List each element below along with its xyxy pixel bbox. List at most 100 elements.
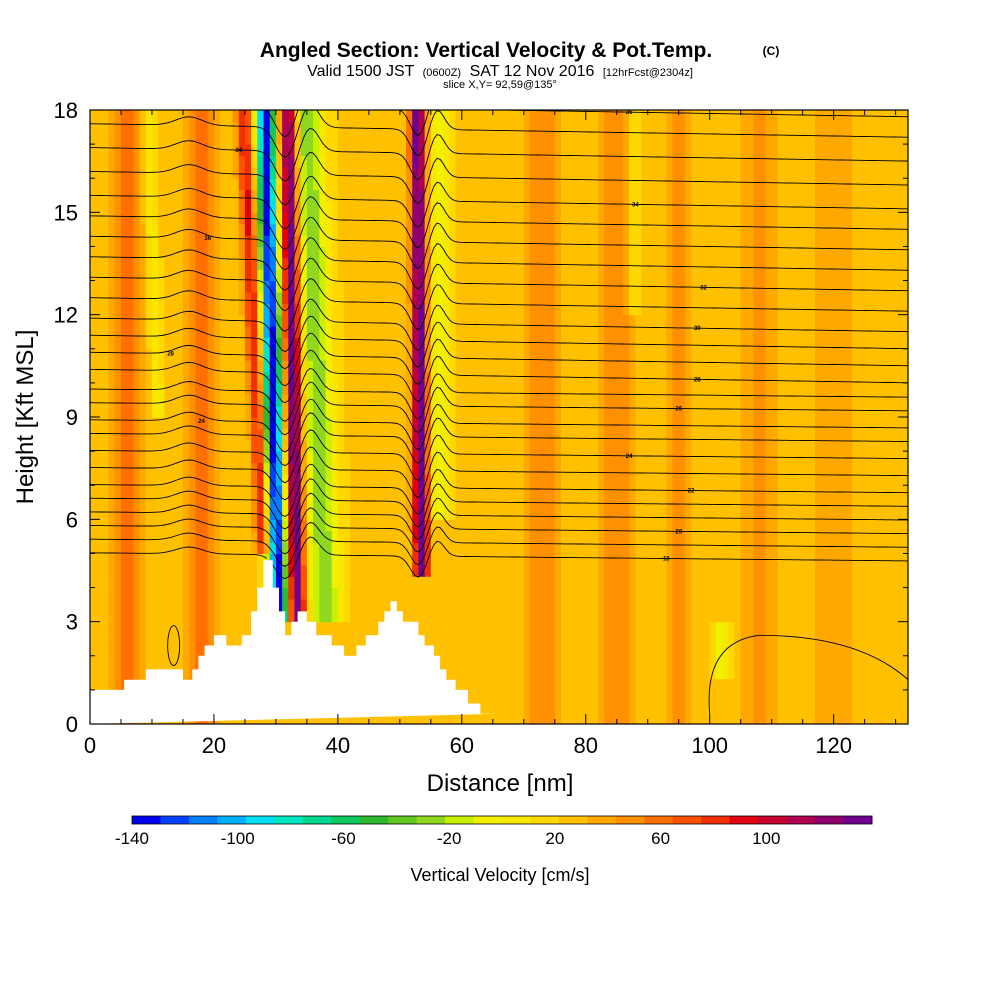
velocity-cell: [170, 394, 178, 407]
velocity-cell: [108, 371, 116, 384]
velocity-cell: [151, 519, 159, 532]
velocity-cell: [306, 473, 314, 486]
velocity-cell: [815, 496, 822, 509]
velocity-cell: [796, 462, 804, 475]
velocity-cell: [517, 701, 525, 714]
velocity-cell: [368, 542, 376, 555]
velocity-cell: [883, 689, 891, 702]
velocity-cell: [499, 633, 506, 646]
velocity-cell: [554, 394, 562, 407]
velocity-cell: [678, 587, 686, 600]
velocity-cell: [858, 314, 866, 327]
velocity-cell: [300, 598, 308, 611]
chart-title-tag: (C): [763, 44, 780, 58]
velocity-cell: [567, 564, 574, 577]
velocity-cell: [480, 507, 488, 520]
velocity-cell: [189, 314, 196, 327]
velocity-cell: [616, 519, 624, 532]
velocity-cell: [740, 394, 748, 407]
velocity-cell: [461, 587, 469, 600]
velocity-cell: [635, 701, 643, 714]
velocity-cell: [895, 644, 903, 657]
velocity-cell: [573, 712, 581, 724]
velocity-cell: [864, 326, 872, 339]
velocity-cell: [542, 348, 550, 361]
velocity-cell: [815, 598, 822, 611]
velocity-cell: [883, 712, 891, 724]
velocity-cell: [492, 576, 500, 589]
velocity-cell: [709, 542, 717, 555]
velocity-cell: [833, 621, 841, 634]
velocity-cell: [220, 291, 227, 304]
velocity-cell: [548, 689, 556, 702]
velocity-cell: [759, 314, 767, 327]
velocity-cell: [523, 371, 531, 384]
velocity-cell: [133, 496, 141, 509]
velocity-cell: [356, 337, 364, 350]
velocity-cell: [765, 564, 773, 577]
velocity-cell: [895, 360, 903, 373]
velocity-cell: [777, 360, 785, 373]
velocity-cell: [740, 371, 748, 384]
velocity-cell: [666, 667, 674, 680]
velocity-cell: [715, 678, 723, 691]
velocity-cell: [740, 587, 748, 600]
velocity-cell: [356, 326, 364, 339]
velocity-cell: [195, 291, 203, 304]
velocity-cell: [759, 655, 767, 668]
velocity-cell: [468, 462, 475, 475]
velocity-cell: [746, 587, 754, 600]
velocity-cell: [319, 473, 327, 486]
velocity-cell: [753, 712, 760, 724]
velocity-cell: [344, 496, 351, 509]
velocity-cell: [697, 598, 705, 611]
velocity-cell: [517, 576, 525, 589]
velocity-cell: [771, 689, 779, 702]
velocity-cell: [517, 462, 525, 475]
velocity-cell: [647, 371, 655, 384]
velocity-cell: [288, 610, 296, 623]
velocity-cell: [133, 564, 141, 577]
velocity-cell: [709, 314, 717, 327]
velocity-cell: [474, 496, 482, 509]
velocity-cell: [189, 291, 196, 304]
velocity-cell: [430, 519, 438, 532]
velocity-cell: [387, 530, 395, 543]
velocity-cell: [598, 485, 605, 498]
velocity-cell: [114, 371, 122, 384]
velocity-cell: [536, 610, 543, 623]
velocity-cell: [827, 337, 835, 350]
velocity-cell: [660, 644, 667, 657]
velocity-cell: [790, 462, 798, 475]
velocity-cell: [548, 371, 556, 384]
velocity-cell: [554, 485, 562, 498]
velocity-cell: [722, 712, 729, 724]
velocity-cell: [319, 712, 327, 724]
velocity-cell: [269, 314, 277, 327]
velocity-cell: [412, 451, 420, 464]
velocity-cell: [480, 360, 488, 373]
velocity-cell: [759, 530, 767, 543]
velocity-cell: [133, 451, 141, 464]
velocity-cell: [331, 326, 339, 339]
velocity-cell: [455, 485, 463, 498]
velocity-cell: [182, 473, 190, 486]
velocity-cell: [511, 485, 519, 498]
velocity-cell: [164, 337, 172, 350]
velocity-cell: [622, 644, 630, 657]
velocity-cell: [213, 462, 221, 475]
velocity-cell: [213, 496, 221, 509]
velocity-cell: [226, 326, 234, 339]
velocity-cell: [821, 439, 829, 452]
velocity-cell: [381, 564, 389, 577]
velocity-cell: [127, 496, 134, 509]
velocity-cell: [213, 394, 221, 407]
velocity-cell: [684, 314, 692, 327]
velocity-cell: [269, 473, 277, 486]
velocity-cell: [691, 633, 698, 646]
velocity-cell: [536, 678, 543, 691]
velocity-cell: [195, 507, 203, 520]
velocity-cell: [486, 303, 494, 316]
velocity-cell: [641, 371, 649, 384]
velocity-cell: [294, 530, 302, 543]
